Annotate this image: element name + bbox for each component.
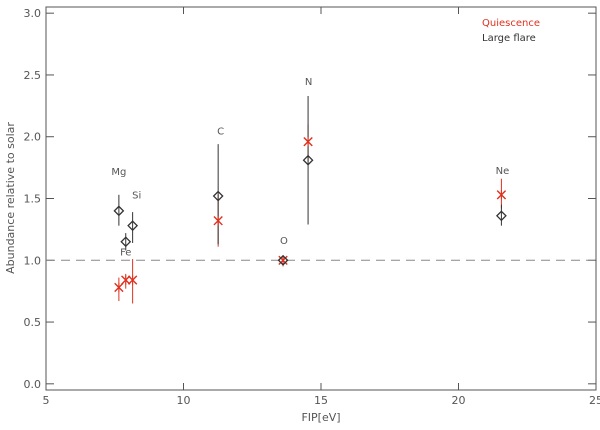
y-axis-label: Abundance relative to solar — [4, 122, 17, 274]
x-tick-label: 5 — [43, 394, 50, 407]
element-label: C — [217, 126, 224, 137]
element-labels: Mg Si Fe C O N Ne — [111, 77, 509, 258]
large-flare-point — [212, 190, 224, 202]
legend-quiescence: Quiescence — [482, 18, 540, 29]
legend: Quiescence Large flare — [482, 18, 540, 44]
data-markers — [113, 136, 507, 293]
large-flare-point — [127, 220, 139, 232]
element-label: Si — [132, 191, 141, 202]
y-tick-label: 2.5 — [24, 69, 42, 82]
y-tick-label: 0.5 — [24, 316, 42, 329]
x-axis-label: FIP[eV] — [301, 411, 340, 424]
plot-frame — [45, 6, 597, 391]
quiescence-point — [213, 216, 223, 226]
legend-large-flare: Large flare — [482, 33, 536, 44]
error-bars — [118, 95, 502, 304]
large-flare-point — [120, 236, 132, 248]
element-label: Ne — [496, 166, 510, 177]
y-tick-label: 1.0 — [24, 254, 42, 267]
y-tick-label: 3.0 — [24, 7, 42, 20]
axis-ticks: 5 10 15 20 25 0.0 0.5 1.0 1.5 2.0 2.5 3.0 — [24, 7, 600, 407]
large-flare-point — [277, 254, 289, 266]
quiescence-point — [278, 255, 288, 265]
x-tick-label: 20 — [452, 394, 466, 407]
x-tick-label: 10 — [177, 394, 191, 407]
quiescence-point — [496, 190, 507, 200]
large-flare-point — [302, 154, 314, 166]
element-label: O — [280, 236, 288, 247]
y-tick-label: 1.5 — [24, 193, 42, 206]
y-tick-label: 0.0 — [24, 378, 42, 391]
element-label: Fe — [120, 247, 131, 258]
quiescence-point — [114, 282, 124, 293]
element-label: Mg — [111, 167, 126, 178]
quiescence-point — [303, 136, 313, 147]
quiescence-point — [121, 275, 131, 285]
quiescence-point — [127, 275, 138, 285]
large-flare-point — [495, 210, 507, 222]
element-label: N — [305, 77, 312, 88]
x-tick-label: 15 — [314, 394, 328, 407]
large-flare-point — [113, 205, 125, 217]
y-tick-label: 2.0 — [24, 131, 42, 144]
x-tick-label: 25 — [589, 394, 600, 407]
